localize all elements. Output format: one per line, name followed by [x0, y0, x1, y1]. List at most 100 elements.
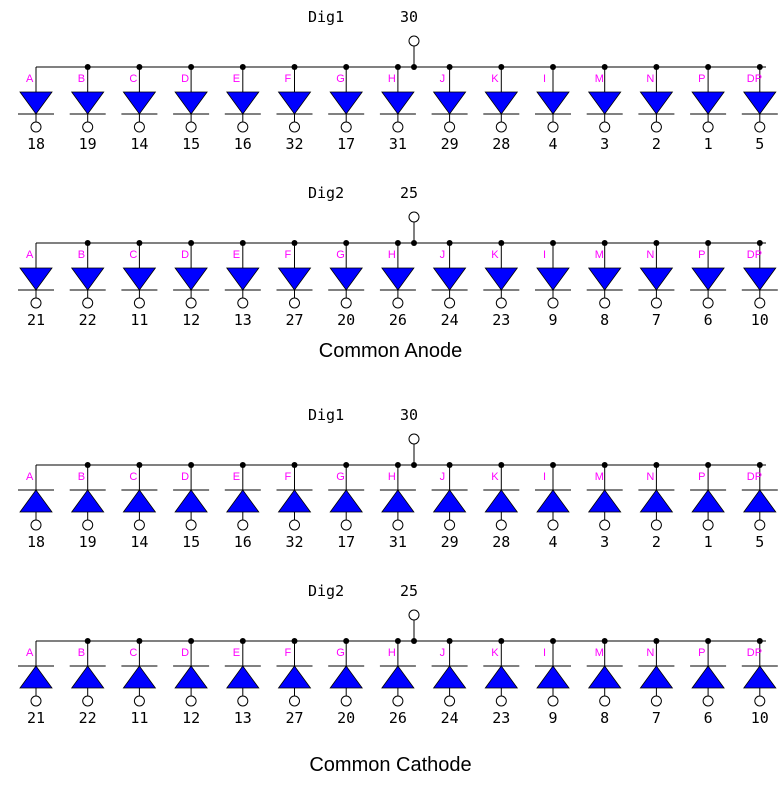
digit-pin-label: 30	[400, 8, 418, 26]
diode-j-cathode-dig2: J 24	[431, 638, 468, 727]
bus-junction-dot	[136, 240, 143, 246]
segment-label: B	[78, 471, 85, 483]
pin-number-label: 9	[548, 311, 557, 329]
segment-label: A	[26, 249, 34, 261]
pin-number-label: 19	[79, 135, 97, 153]
segment-label: B	[78, 647, 85, 659]
diode-triangle	[639, 267, 674, 291]
pin-terminal	[444, 297, 456, 309]
diode-p-cathode-dig1: P1	[690, 462, 727, 551]
pin-terminal	[82, 121, 94, 133]
diode-triangle	[226, 91, 260, 115]
pin-terminal	[392, 519, 404, 531]
diode-i-cathode-dig1: I4	[535, 462, 571, 551]
bus-junction-dot	[446, 462, 453, 468]
common-cathode-caption: Common Cathode	[309, 754, 472, 776]
segment-label: B	[78, 249, 85, 261]
bus-junction-dot	[84, 462, 91, 468]
diode-g-cathode-dig2: G 20	[328, 638, 365, 727]
diode-triangle	[70, 665, 105, 689]
pin-terminal	[547, 519, 559, 531]
diode-h-cathode-dig2: H 26	[379, 638, 416, 727]
pin-terminal	[82, 695, 94, 707]
diode-triangle	[432, 665, 467, 689]
pin-terminal	[185, 519, 197, 531]
pin-number-label: 10	[751, 709, 769, 727]
diode-group-anode-dig2: Dig2 25A21B22C11D12E13F27G20H26J24K23I9M8…	[18, 184, 778, 329]
segment-label: K	[491, 249, 499, 261]
bus-junction-dot	[705, 638, 712, 644]
bus-junction-dot	[653, 240, 660, 246]
diode-triangle	[536, 665, 570, 689]
diode-triangle	[329, 665, 363, 689]
diode-p-anode-dig1: P1	[690, 64, 727, 153]
pin-terminal	[289, 121, 300, 133]
diode-triangle	[277, 267, 312, 291]
pin-terminal	[289, 519, 300, 531]
pin-terminal	[495, 519, 507, 531]
bus-junction-dot	[239, 638, 246, 644]
diode-triangle	[536, 489, 570, 513]
pin-terminal	[392, 121, 404, 133]
digit-pin-label: 30	[400, 406, 418, 424]
digit-name-label: Dig2	[308, 582, 344, 600]
diode-i-anode-dig2: I9	[535, 240, 571, 329]
diode-triangle	[122, 267, 157, 291]
diode-triangle	[743, 489, 777, 513]
bus-junction-dot	[411, 240, 417, 246]
pin-number-label: 26	[389, 709, 407, 727]
segment-label: M	[595, 647, 604, 659]
pin-number-label: 9	[548, 709, 557, 727]
segment-label: E	[233, 249, 240, 261]
pin-number-label: 15	[182, 135, 200, 153]
digit-pin-terminal	[408, 609, 420, 621]
pin-terminal	[340, 695, 352, 707]
pin-number-label: 1	[704, 533, 713, 551]
diode-f-anode-dig2: F 27	[276, 240, 313, 329]
segment-label: N	[646, 73, 654, 85]
diode-m-cathode-dig2: M8	[586, 638, 623, 727]
diode-triangle	[226, 665, 260, 689]
pin-terminal	[82, 519, 94, 531]
diode-triangle	[743, 665, 777, 689]
pin-number-label: 13	[234, 709, 252, 727]
bus-junction-dot	[756, 64, 763, 70]
bus-junction-dot	[136, 64, 143, 70]
diode-triangle	[536, 91, 570, 115]
pin-number-label: 5	[755, 533, 764, 551]
pin-terminal	[289, 297, 300, 309]
diode-c-cathode-dig1: C 14	[121, 462, 158, 551]
segment-label: D	[181, 471, 189, 483]
bus-junction-dot	[653, 64, 660, 70]
pin-number-label: 28	[492, 533, 510, 551]
segment-label: I	[543, 249, 546, 261]
bus-junction-dot	[394, 462, 401, 468]
diode-triangle	[432, 489, 467, 513]
pin-number-label: 27	[285, 709, 303, 727]
bus-junction-dot	[291, 240, 298, 246]
pin-number-label: 1	[704, 135, 713, 153]
diode-triangle	[691, 267, 725, 291]
segment-label: H	[388, 471, 396, 483]
pin-number-label: 28	[492, 135, 510, 153]
diode-dp-anode-dig1: DP 5	[741, 64, 778, 153]
pin-terminal	[495, 121, 507, 133]
diode-k-cathode-dig2: K 23	[483, 638, 520, 727]
segment-label: DP	[747, 73, 762, 85]
diode-triangle	[484, 665, 519, 689]
bus-junction-dot	[498, 462, 505, 468]
common-anode-caption: Common Anode	[318, 340, 463, 362]
pin-number-label: 11	[130, 709, 148, 727]
bus-junction-dot	[705, 462, 712, 468]
pin-terminal	[754, 121, 766, 133]
bus-junction-dot	[291, 638, 298, 644]
diode-c-anode-dig1: C 14	[121, 64, 158, 153]
diode-triangle	[639, 489, 674, 513]
diode-i-cathode-dig2: I9	[535, 638, 571, 727]
digit-pin-terminal	[408, 35, 420, 47]
diode-triangle	[174, 91, 208, 115]
diode-triangle	[70, 489, 105, 513]
diode-triangle	[587, 489, 622, 513]
diode-triangle	[226, 489, 260, 513]
pin-terminal	[133, 519, 145, 531]
